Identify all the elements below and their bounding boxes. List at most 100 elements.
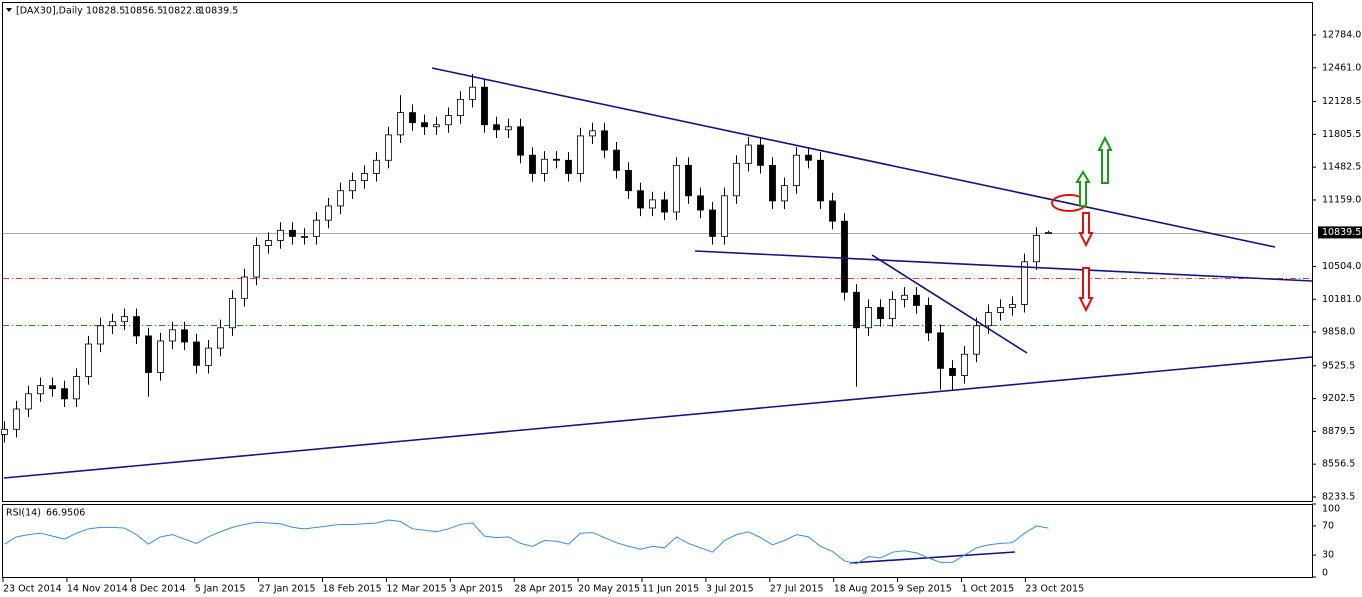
candle-body	[733, 162, 740, 197]
candle-body	[421, 122, 428, 128]
candle-body	[265, 240, 272, 246]
candle-body	[817, 159, 824, 202]
candle-body	[853, 291, 860, 329]
candle-body	[985, 312, 992, 327]
y-tick-label: 8556.5	[1322, 459, 1355, 470]
candle-body	[769, 164, 776, 202]
rsi-title: RSI(14)	[6, 508, 41, 519]
x-tick-label: 27 Jul 2015	[770, 584, 824, 595]
candle-body	[109, 321, 116, 327]
y-tick-label: 9858.0	[1322, 327, 1355, 338]
y-tick-label: 8879.5	[1322, 426, 1355, 437]
candle-body	[409, 112, 416, 124]
candle-body	[793, 154, 800, 187]
trend-line	[3, 356, 1313, 479]
trend-lines	[3, 67, 1313, 564]
x-tick-label: 23 Oct 2015	[1025, 584, 1084, 595]
y-tick-label: 12784.0	[1322, 29, 1361, 40]
candle-body	[1009, 304, 1016, 308]
y-tick-label: 12128.5	[1322, 96, 1361, 107]
x-tick-label: 11 Jun 2015	[642, 584, 699, 595]
arrow-up	[1075, 170, 1091, 207]
x-tick-label: 5 Jan 2015	[195, 584, 246, 595]
x-tick-label: 28 Apr 2015	[514, 584, 573, 595]
current-price-box	[1318, 226, 1362, 239]
candle-body	[493, 124, 500, 131]
y-tick-label: 12461.0	[1322, 62, 1361, 73]
candle-body	[805, 154, 812, 161]
candle-body	[577, 135, 584, 174]
candle-body	[121, 316, 128, 323]
y-tick-label: 30	[1322, 550, 1334, 561]
candle-body	[877, 307, 884, 320]
y-tick-label: 70	[1322, 520, 1334, 531]
rsi-line	[4, 519, 1049, 565]
candle-body	[193, 341, 200, 366]
candle-body	[901, 294, 908, 300]
candle-body	[937, 332, 944, 369]
x-tick-label: 20 May 2015	[578, 584, 640, 595]
y-tick-label: 0	[1322, 568, 1328, 579]
candle-body	[349, 180, 356, 192]
candle-body	[481, 86, 488, 126]
y-tick-label: 11805.5	[1322, 129, 1361, 140]
ohlc-close: 10839.5	[199, 6, 238, 17]
candle-body	[229, 297, 236, 329]
rsi-value: 66.9506	[46, 508, 85, 519]
x-tick-label: 14 Nov 2014	[67, 584, 128, 595]
candle-body	[85, 343, 92, 377]
x-tick-label: 1 Oct 2015	[962, 584, 1015, 595]
candle-body	[217, 327, 224, 349]
candle-body	[469, 86, 476, 100]
x-tick-label: 12 Mar 2015	[386, 584, 446, 595]
candle-body	[1021, 261, 1028, 305]
y-tick-label: 11159.0	[1322, 194, 1361, 205]
candle-body	[913, 294, 920, 306]
ohlc-open: 10828.5	[86, 6, 125, 17]
candle-body	[1033, 235, 1040, 263]
candle-body	[949, 367, 956, 376]
chart-title: [DAX30],Daily	[16, 6, 83, 17]
arrow-down	[1078, 267, 1094, 313]
candle-body	[25, 393, 32, 410]
x-tick-label: 3 Jul 2015	[706, 584, 754, 595]
candle-body	[277, 229, 284, 241]
x-tick-label: 18 Aug 2015	[834, 584, 895, 595]
candle-body	[361, 173, 368, 181]
candle-body	[337, 190, 344, 207]
candle-body	[13, 408, 20, 430]
candle-body	[505, 126, 512, 131]
candle-body	[325, 205, 332, 221]
y-tick-label: 9202.5	[1322, 393, 1355, 404]
y-tick-label: 9525.5	[1322, 360, 1355, 371]
candle-body	[169, 329, 176, 342]
candle-body	[1045, 232, 1052, 234]
candle-body	[517, 126, 524, 156]
candle-body	[613, 149, 620, 171]
ohlc-high: 10856.5	[124, 6, 163, 17]
candles	[1, 73, 1052, 443]
candle-body	[757, 144, 764, 166]
trend-line	[694, 250, 1313, 282]
candle-body	[397, 112, 404, 136]
candle-body	[157, 340, 164, 373]
candle-body	[961, 353, 968, 376]
x-tick-label: 23 Oct 2014	[3, 584, 62, 595]
x-tick-label: 9 Sep 2015	[898, 584, 952, 595]
candle-body	[925, 305, 932, 334]
candle-body	[97, 325, 104, 345]
price-pane	[2, 2, 1313, 502]
candle-body	[829, 200, 836, 222]
candle-body	[385, 134, 392, 161]
candle-body	[73, 376, 80, 400]
candle-body	[997, 307, 1004, 313]
candle-body	[781, 185, 788, 202]
menu-triangle[interactable]	[6, 8, 12, 12]
candle-body	[721, 195, 728, 237]
candle-body	[529, 154, 536, 174]
ohlc-low: 10822.8	[162, 6, 201, 17]
candle-body	[433, 124, 440, 128]
candle-body	[589, 130, 596, 137]
